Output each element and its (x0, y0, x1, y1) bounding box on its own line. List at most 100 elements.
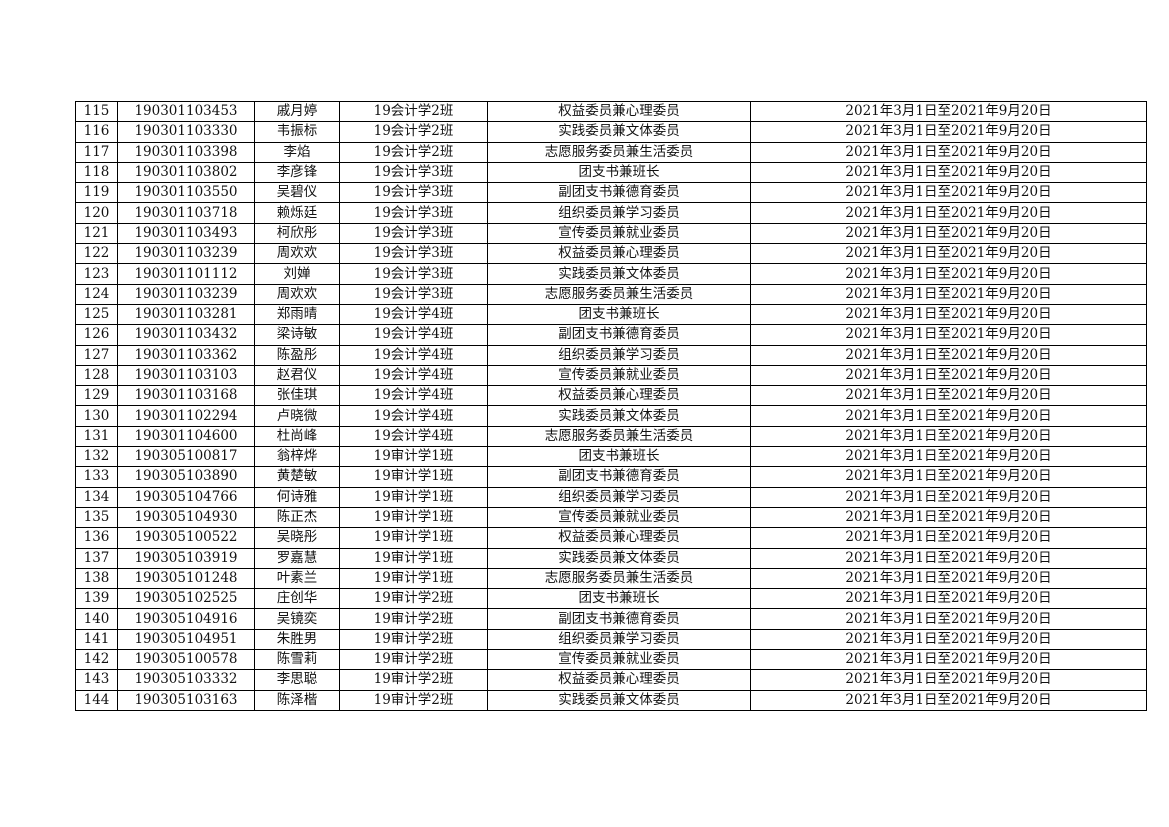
position-cell: 团支书兼班长 (487, 161, 751, 184)
row-number-cell: 118 (75, 161, 118, 184)
term-period-cell: 2021年3月1日至2021年9月20日 (750, 425, 1147, 448)
table-row: 121 190301103493 柯欣彤 19会计学3班 宣传委员兼就业委员 2021年3… (75, 222, 1147, 245)
student-id-cell: 190301103330 (117, 121, 255, 143)
student-id-cell: 190305103332 (117, 669, 255, 691)
class-name-cell: 19会计学3班 (339, 263, 488, 285)
row-number-cell: 137 (75, 547, 118, 569)
position-cell: 副团支书兼德育委员 (487, 466, 751, 488)
student-name-cell: 赵君仪 (254, 364, 340, 387)
class-name-cell: 19审计学2班 (339, 628, 488, 651)
student-name-cell: 陈雪莉 (254, 649, 340, 671)
student-id-cell: 190301103103 (117, 364, 255, 387)
term-period-cell: 2021年3月1日至2021年9月20日 (750, 446, 1147, 468)
position-cell: 宣传委员兼就业委员 (487, 506, 751, 529)
student-id-cell: 190301103453 (117, 100, 255, 123)
class-name-cell: 19会计学2班 (339, 141, 488, 163)
table-row: 134 190305104766 何诗雅 19审计学1班 组织委员兼学习委员 2021年3… (75, 486, 1147, 508)
class-name-cell: 19审计学1班 (339, 486, 488, 508)
class-name-cell: 19会计学4班 (339, 405, 488, 427)
student-name-cell: 陈盈彤 (254, 344, 340, 366)
row-number-cell: 126 (75, 324, 118, 346)
student-name-cell: 庄创华 (254, 588, 340, 610)
row-number-cell: 128 (75, 364, 118, 387)
student-name-cell: 罗嘉慧 (254, 547, 340, 569)
table-row: 125 190301103281 郑雨晴 19会计学4班 团支书兼班长 2021年3月1日… (75, 303, 1147, 326)
table-row: 138 190305101248 叶素兰 19审计学1班 志愿服务委员兼生活委员 2021… (75, 567, 1147, 590)
term-period-cell: 2021年3月1日至2021年9月20日 (750, 669, 1147, 691)
student-id-cell: 190301102294 (117, 405, 255, 427)
position-cell: 副团支书兼德育委员 (487, 324, 751, 346)
student-id-cell: 190301103432 (117, 324, 255, 346)
student-name-cell: 李焰 (254, 141, 340, 163)
class-name-cell: 19会计学4班 (339, 385, 488, 407)
row-number-cell: 117 (75, 141, 118, 163)
position-cell: 宣传委员兼就业委员 (487, 222, 751, 245)
table-row: 128 190301103103 赵君仪 19会计学4班 宣传委员兼就业委员 2021年3… (75, 364, 1147, 387)
row-number-cell: 123 (75, 263, 118, 285)
position-cell: 组织委员兼学习委员 (487, 344, 751, 366)
student-name-cell: 郑雨晴 (254, 303, 340, 326)
student-id-cell: 190301103362 (117, 344, 255, 366)
table-row: 142 190305100578 陈雪莉 19审计学2班 宣传委员兼就业委员 2021年3… (75, 649, 1147, 671)
student-id-cell: 190305104916 (117, 608, 255, 630)
term-period-cell: 2021年3月1日至2021年9月20日 (750, 527, 1147, 549)
position-cell: 实践委员兼文体委员 (487, 121, 751, 143)
class-name-cell: 19审计学1班 (339, 567, 488, 590)
class-name-cell: 19审计学1班 (339, 506, 488, 529)
student-id-cell: 190305104951 (117, 628, 255, 651)
term-period-cell: 2021年3月1日至2021年9月20日 (750, 689, 1147, 711)
position-cell: 志愿服务委员兼生活委员 (487, 283, 751, 305)
row-number-cell: 136 (75, 527, 118, 549)
student-name-cell: 陈正杰 (254, 506, 340, 529)
class-name-cell: 19会计学2班 (339, 100, 488, 123)
row-number-cell: 116 (75, 121, 118, 143)
student-name-cell: 赖烁廷 (254, 202, 340, 224)
student-name-cell: 刘婵 (254, 263, 340, 285)
row-number-cell: 122 (75, 243, 118, 265)
class-name-cell: 19会计学4班 (339, 364, 488, 387)
table-row: 139 190305102525 庄创华 19审计学2班 团支书兼班长 2021年3月1日… (75, 588, 1147, 610)
student-name-cell: 柯欣彤 (254, 222, 340, 245)
student-name-cell: 黄楚敏 (254, 466, 340, 488)
position-cell: 团支书兼班长 (487, 588, 751, 610)
class-name-cell: 19会计学2班 (339, 121, 488, 143)
class-name-cell: 19审计学1班 (339, 446, 488, 468)
row-number-cell: 129 (75, 385, 118, 407)
position-cell: 权益委员兼心理委员 (487, 100, 751, 123)
student-id-cell: 190301103550 (117, 182, 255, 204)
term-period-cell: 2021年3月1日至2021年9月20日 (750, 141, 1147, 163)
row-number-cell: 133 (75, 466, 118, 488)
table-row: 144 190305103163 陈泽楷 19审计学2班 实践委员兼文体委员 2021年3… (75, 689, 1147, 711)
student-name-cell: 翁梓烨 (254, 446, 340, 468)
student-id-cell: 190301104600 (117, 425, 255, 448)
position-cell: 实践委员兼文体委员 (487, 689, 751, 711)
table-row: 117 190301103398 李焰 19会计学2班 志愿服务委员兼生活委员 2021年… (75, 141, 1147, 163)
position-cell: 权益委员兼心理委员 (487, 243, 751, 265)
table-row: 140 190305104916 吴镜奕 19审计学2班 副团支书兼德育委员 2021年3… (75, 608, 1147, 630)
term-period-cell: 2021年3月1日至2021年9月20日 (750, 100, 1147, 123)
class-name-cell: 19会计学3班 (339, 202, 488, 224)
row-number-cell: 135 (75, 506, 118, 529)
table-row: 136 190305100522 吴晓彤 19审计学1班 权益委员兼心理委员 2021年3… (75, 527, 1147, 549)
table-row: 133 190305103890 黄楚敏 19审计学1班 副团支书兼德育委员 2021年3… (75, 466, 1147, 488)
student-id-cell: 190305104930 (117, 506, 255, 529)
class-name-cell: 19审计学2班 (339, 588, 488, 610)
position-cell: 权益委员兼心理委员 (487, 669, 751, 691)
row-number-cell: 143 (75, 669, 118, 691)
table-row: 143 190305103332 李思聪 19审计学2班 权益委员兼心理委员 2021年3… (75, 669, 1147, 691)
class-name-cell: 19会计学4班 (339, 303, 488, 326)
student-id-cell: 190305102525 (117, 588, 255, 610)
row-number-cell: 127 (75, 344, 118, 366)
student-id-cell: 190301103168 (117, 385, 255, 407)
table-row: 135 190305104930 陈正杰 19审计学1班 宣传委员兼就业委员 2021年3… (75, 506, 1147, 529)
row-number-cell: 138 (75, 567, 118, 590)
table-row: 119 190301103550 吴碧仪 19会计学3班 副团支书兼德育委员 2021年3… (75, 182, 1147, 204)
student-id-cell: 190305100522 (117, 527, 255, 549)
position-cell: 志愿服务委员兼生活委员 (487, 141, 751, 163)
term-period-cell: 2021年3月1日至2021年9月20日 (750, 547, 1147, 569)
class-name-cell: 19会计学3班 (339, 222, 488, 245)
term-period-cell: 2021年3月1日至2021年9月20日 (750, 121, 1147, 143)
position-cell: 宣传委员兼就业委员 (487, 364, 751, 387)
student-name-cell: 卢晓微 (254, 405, 340, 427)
student-name-cell: 李思聪 (254, 669, 340, 691)
